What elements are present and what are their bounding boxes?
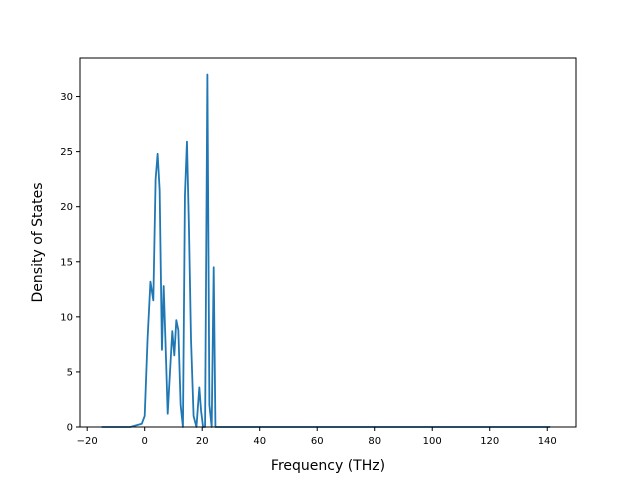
x-tick-label: 0 [142, 436, 148, 447]
x-tick-label: 100 [423, 436, 442, 447]
x-tick-label: 140 [538, 436, 557, 447]
x-tick-label: 60 [311, 436, 324, 447]
plot-area [101, 73, 551, 428]
y-tick-label: 15 [60, 257, 73, 268]
series-line-0 [101, 73, 551, 428]
y-tick-label: 20 [60, 202, 73, 213]
x-tick-label: 120 [480, 436, 499, 447]
y-tick-label: 0 [67, 423, 73, 434]
x-tick-label: −20 [77, 436, 98, 447]
y-tick-label: 10 [60, 312, 73, 323]
y-axis-label: Density of States [30, 183, 46, 303]
x-axis-label: Frequency (THz) [271, 458, 385, 474]
y-tick-label: 5 [67, 367, 73, 378]
y-tick-label: 25 [60, 147, 73, 158]
axes-frame [79, 57, 577, 428]
y-axis-ticks: 0 5 10 15 20 25 30 [60, 92, 80, 434]
x-axis-ticks: −20 0 20 40 60 80 100 120 140 [77, 427, 557, 447]
x-tick-label: 80 [368, 436, 381, 447]
y-tick-label: 30 [60, 92, 73, 103]
x-tick-label: 20 [196, 436, 209, 447]
x-tick-label: 40 [253, 436, 266, 447]
